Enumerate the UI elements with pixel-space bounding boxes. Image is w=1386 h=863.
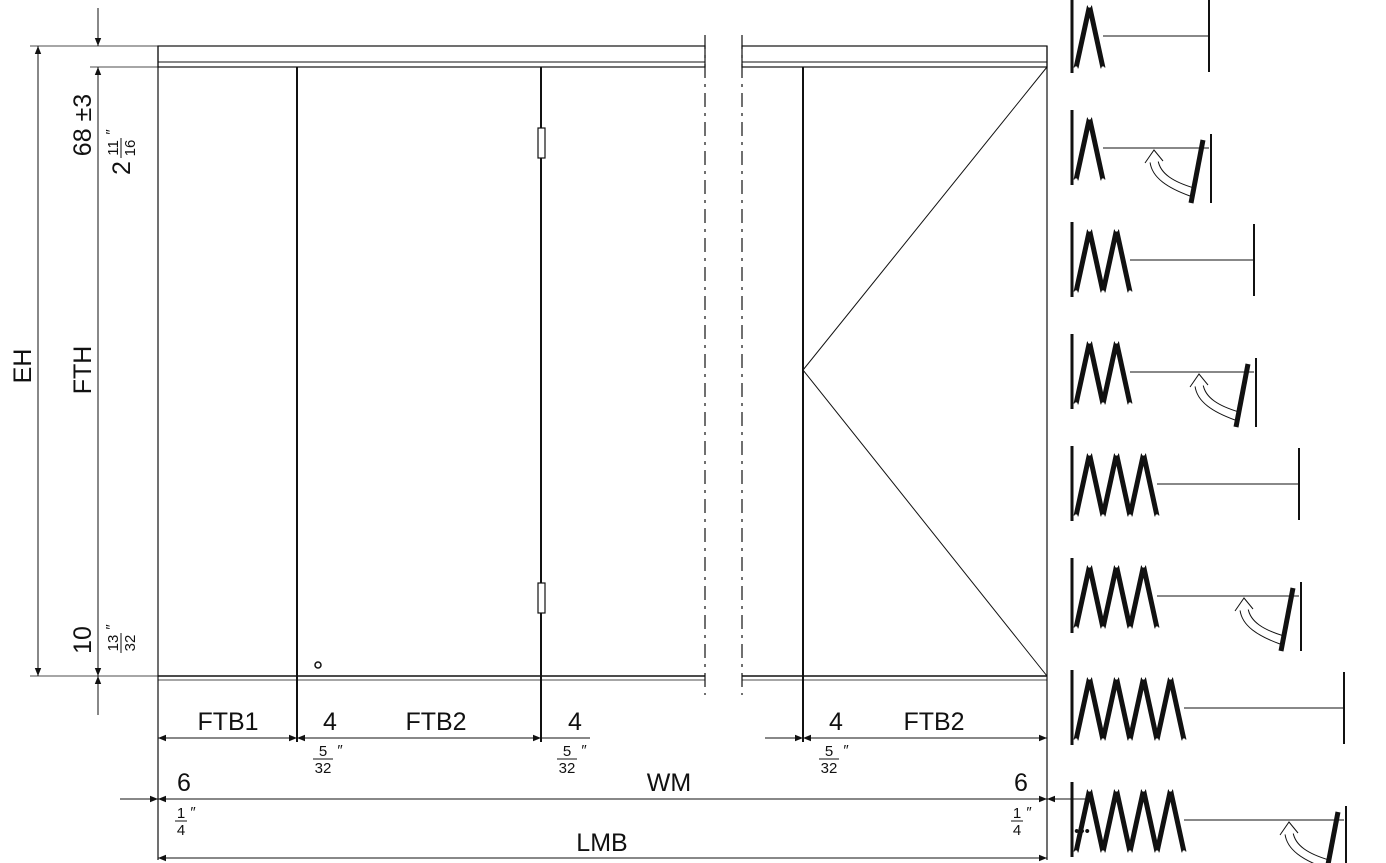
track-top-right (741, 45, 1048, 68)
rotate-arrow-icon (1202, 383, 1240, 413)
gap-inch-3: 5 32 ″ (819, 742, 849, 777)
fold-step (1070, 446, 1300, 521)
svg-text:32: 32 (559, 760, 576, 777)
handle-dot-icon (314, 661, 322, 669)
fold-step (1070, 670, 1345, 745)
gap-inch-2: 5 32 ″ (557, 742, 587, 777)
edge-inch-right: 1 4 ″ (1011, 804, 1032, 839)
edge-inch-left: 1 4 ″ (175, 804, 196, 839)
bottom-offset-label: 10 (69, 626, 97, 654)
svg-text:5: 5 (319, 743, 327, 760)
gap-inch-1: 5 32 ″ (313, 742, 343, 777)
folding-sequence (1070, 0, 1347, 863)
svg-text:5: 5 (563, 743, 571, 760)
svg-text:2: 2 (108, 161, 136, 175)
svg-text:″: ″ (337, 742, 343, 759)
fold-step (1070, 110, 1212, 204)
svg-text:″: ″ (103, 129, 120, 135)
rotate-arrow-icon (1292, 831, 1330, 861)
hinge-icon (537, 582, 546, 614)
horizontal-dimensions: FTB1 4 FTB2 4 4 FTB2 5 32 ″ 5 32 ″ 5 32 … (120, 708, 1085, 862)
bottom-offset-inch: 13 32 ″ (103, 624, 139, 653)
lmb-label: LMB (576, 829, 627, 857)
door-elevation (157, 35, 1048, 860)
svg-text:4: 4 (1013, 822, 1021, 839)
svg-text:1: 1 (177, 805, 185, 822)
wm-label: WM (647, 769, 691, 797)
svg-text:13: 13 (105, 635, 122, 652)
fth-label: FTH (69, 346, 97, 395)
edge-left-label: 6 (177, 769, 191, 797)
ftb2-right-label: FTB2 (903, 708, 964, 736)
rotate-arrow-icon (1157, 159, 1195, 189)
svg-text:32: 32 (315, 760, 332, 777)
edge-right-label: 6 (1014, 769, 1028, 797)
svg-text:32: 32 (122, 635, 139, 652)
ftb1-label: FTB1 (197, 708, 258, 736)
svg-text:16: 16 (122, 140, 139, 157)
fold-step (1070, 558, 1302, 652)
svg-text:32: 32 (821, 760, 838, 777)
svg-text:″: ″ (843, 742, 849, 759)
opening-direction-marker (802, 66, 1048, 677)
track-top-left (157, 45, 706, 68)
svg-text:1: 1 (1013, 805, 1021, 822)
more-indicator: ••• (1074, 823, 1090, 840)
top-offset-inch: 2 11 16 ″ (103, 129, 139, 175)
svg-text:5: 5 (825, 743, 833, 760)
eh-label: EH (9, 349, 37, 384)
svg-text:″: ″ (1026, 804, 1032, 821)
ftb2-left-label: FTB2 (405, 708, 466, 736)
fold-step (1070, 222, 1255, 297)
svg-text:4: 4 (177, 822, 185, 839)
svg-text:″: ″ (581, 742, 587, 759)
svg-text:″: ″ (190, 804, 196, 821)
gap-label-3: 4 (829, 708, 843, 736)
hinge-icon (537, 127, 546, 159)
fold-step (1070, 782, 1347, 863)
gap-label-1: 4 (323, 708, 337, 736)
vertical-dimensions: EH FTH 68 ±3 2 11 16 ″ 10 13 32 ″ (9, 8, 158, 715)
gap-label-2: 4 (568, 708, 582, 736)
fold-step (1070, 334, 1257, 428)
top-offset-label: 68 ±3 (69, 94, 97, 156)
svg-text:″: ″ (103, 624, 120, 630)
rotate-arrow-icon (1247, 607, 1285, 637)
svg-text:11: 11 (105, 140, 122, 156)
fold-step (1070, 0, 1210, 73)
